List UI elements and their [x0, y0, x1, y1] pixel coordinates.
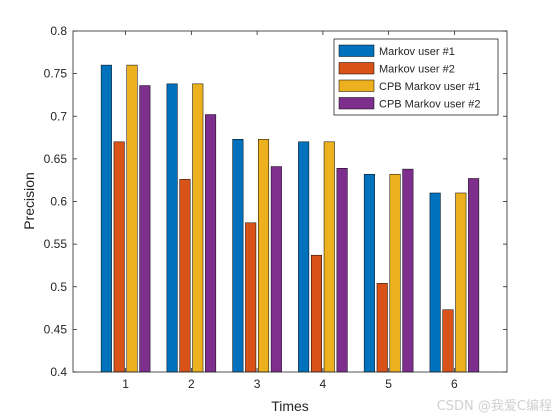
- y-tick-label: 0.6: [50, 195, 67, 209]
- x-tick-label: 4: [320, 377, 327, 391]
- legend-label: CPB Markov user #2: [379, 98, 480, 110]
- y-tick-label: 0.55: [44, 237, 68, 251]
- bar: [389, 173, 401, 373]
- y-tick-label: 0.4: [50, 365, 67, 379]
- axes: [72, 30, 508, 373]
- y-tick-label: 0.75: [44, 67, 68, 81]
- bar: [310, 254, 322, 373]
- bar: [455, 192, 467, 373]
- bar: [258, 139, 270, 373]
- x-axis-title: Times: [271, 398, 309, 414]
- legend-label: CPB Markov user #1: [379, 81, 480, 93]
- bar: [363, 173, 375, 373]
- bar: [429, 192, 441, 373]
- legend-swatch: [338, 97, 375, 110]
- bar: [442, 309, 454, 373]
- x-tick-label: 2: [188, 377, 195, 391]
- legend-swatch: [338, 62, 375, 75]
- bar: [113, 141, 125, 373]
- legend-label: Markov user #2: [379, 63, 455, 75]
- bar: [192, 83, 204, 373]
- tick-labels: 1 2 3 4 5 6 0.4 0.45 0.5 0.55 0.6 0.65 0.7 0.75 0.8: [44, 24, 458, 391]
- bar: [166, 83, 178, 373]
- legend-swatch: [338, 44, 375, 57]
- x-tick-label: 1: [122, 377, 129, 391]
- bar: [232, 139, 244, 373]
- x-tick-label: 5: [385, 377, 392, 391]
- y-tick-label: 0.5: [50, 280, 67, 294]
- legend-swatch: [338, 79, 375, 92]
- y-tick-label: 0.8: [50, 24, 67, 38]
- y-tick-label: 0.45: [44, 322, 68, 336]
- bar: [298, 141, 310, 373]
- bar: [245, 222, 257, 373]
- watermark: CSDN @我爱C编程: [436, 399, 552, 414]
- legend: Markov user #1 Markov user #2 CPB Markov u…: [333, 38, 499, 116]
- y-tick-label: 0.7: [50, 109, 67, 123]
- bar: [468, 178, 480, 373]
- bar: [376, 283, 388, 373]
- bar: [139, 85, 151, 373]
- bar: [402, 168, 414, 373]
- y-tick-label: 0.65: [44, 152, 68, 166]
- bar: [100, 64, 112, 373]
- bar: [179, 179, 191, 373]
- bar: [336, 168, 348, 373]
- x-tick-label: 3: [254, 377, 261, 391]
- bar: [126, 64, 138, 373]
- bar: [323, 141, 335, 373]
- bar: [270, 166, 282, 373]
- legend-label: Markov user #1: [379, 46, 455, 58]
- x-tick-label: 6: [451, 377, 458, 391]
- bar: [205, 114, 217, 373]
- y-axis-title: Precision: [21, 172, 37, 230]
